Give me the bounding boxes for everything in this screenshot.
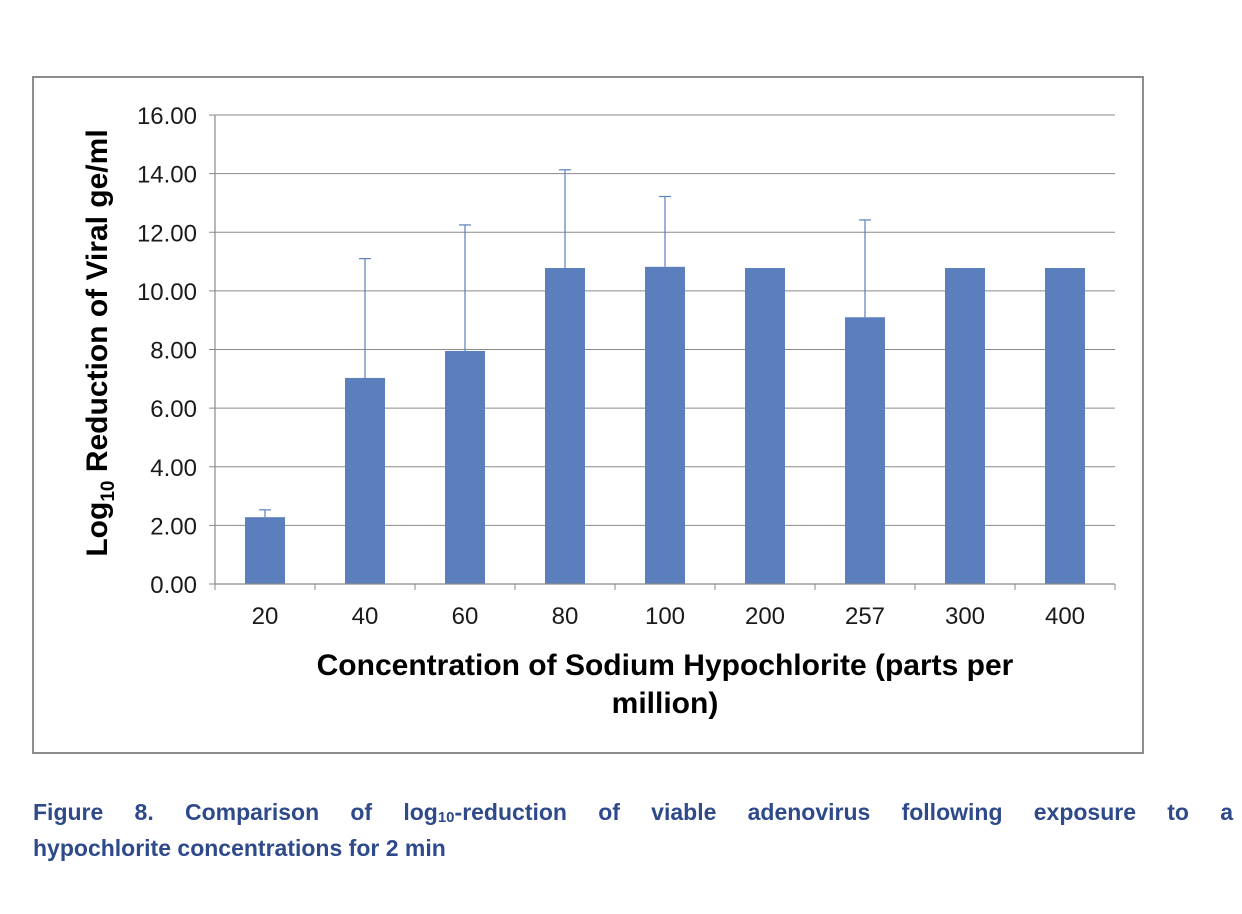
caption-line1-post: -reduction of viable adenovirus followin… (454, 799, 1234, 825)
y-tick-label: 4.00 (150, 455, 197, 482)
x-tick-label: 100 (645, 603, 685, 630)
y-tick-label: 10.00 (137, 279, 197, 306)
axes (209, 114, 1116, 590)
bar-chart: 0.00 2.00 4.00 6.00 8.00 10.00 12.00 14.00 16.00… (81, 103, 1116, 720)
figure-caption: Figure 8. Comparison of log10-reduction … (33, 796, 1233, 864)
bar (345, 377, 385, 584)
x-tick-label: 400 (1045, 603, 1085, 630)
y-tick-label: 6.00 (150, 396, 197, 423)
caption-line-2: hypochlorite concentrations for 2 min (33, 835, 446, 861)
bar (745, 268, 785, 584)
y-axis-title-rest: Reduction of Viral ge/ml (81, 129, 114, 480)
bar (845, 317, 885, 584)
x-tick-label: 40 (352, 603, 379, 630)
y-tick-label: 2.00 (150, 513, 197, 540)
y-tick-label: 8.00 (150, 338, 197, 365)
chart-frame: 0.00 2.00 4.00 6.00 8.00 10.00 12.00 14.00 16.00… (32, 76, 1144, 754)
y-tick-label: 16.00 (137, 103, 197, 130)
x-tick-label: 300 (945, 603, 985, 630)
y-tick-label: 12.00 (137, 220, 197, 247)
bars (245, 266, 1085, 584)
x-tick-labels: 20 40 60 80 100 200 257 300 400 (252, 603, 1085, 630)
x-axis-title-line2: million) (612, 687, 719, 720)
y-axis-title: Log10 Reduction of Viral ge/ml (81, 129, 119, 556)
x-tick-label: 80 (552, 603, 579, 630)
caption-line1-pre: Figure 8. Comparison of log (33, 799, 438, 825)
error-bars (259, 169, 871, 518)
bar (1045, 268, 1085, 584)
bar (945, 268, 985, 584)
caption-line-1: Figure 8. Comparison of log10-reduction … (33, 796, 1233, 832)
y-axis-title-log: Log (81, 502, 114, 557)
bar (645, 266, 685, 584)
x-axis-title-line1: Concentration of Sodium Hypochlorite (pa… (317, 649, 1014, 682)
y-tick-label: 0.00 (150, 572, 197, 599)
y-tick-labels: 0.00 2.00 4.00 6.00 8.00 10.00 12.00 14.00 16.00 (137, 103, 197, 599)
bar (245, 517, 285, 584)
x-tick-label: 60 (452, 603, 479, 630)
y-tick-label: 14.00 (137, 162, 197, 189)
caption-subscript: 10 (437, 809, 455, 826)
x-tick-label: 20 (252, 603, 279, 630)
bar (545, 268, 585, 584)
x-tick-label: 200 (745, 603, 785, 630)
bar (445, 350, 485, 584)
x-tick-label: 257 (845, 603, 885, 630)
y-axis-title-subscript: 10 (98, 481, 119, 502)
